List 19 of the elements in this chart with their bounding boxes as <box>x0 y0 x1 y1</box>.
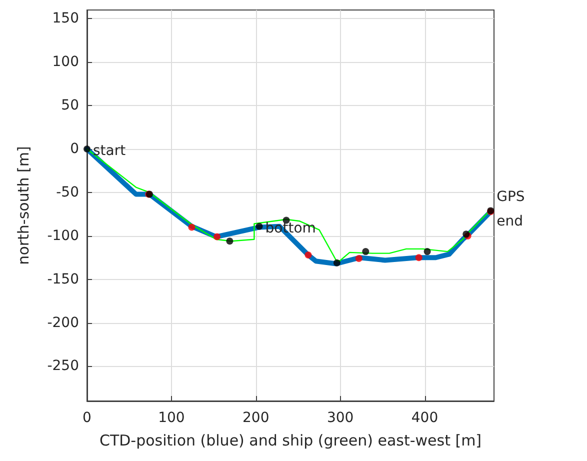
x-axis-title: CTD-position (blue) and ship (green) east-west [m] <box>99 432 482 450</box>
x-tick-label: 300 <box>326 410 354 426</box>
y-tick-label: 150 <box>52 10 79 27</box>
annotation: GPS <box>496 188 525 205</box>
y-tick-label: 0 <box>70 141 79 158</box>
y-tick-label: -50 <box>56 184 79 200</box>
annotation: start <box>93 143 126 160</box>
y-tick-label: -100 <box>47 228 79 244</box>
y-tick-label: -200 <box>47 314 79 331</box>
y-tick-label: -150 <box>47 271 79 288</box>
y-axis-title: north-south [m] <box>14 146 32 265</box>
x-tick-label: 200 <box>242 410 270 426</box>
y-tick-label: 50 <box>61 98 79 114</box>
x-tick-label: 0 <box>82 410 92 426</box>
x-tick-label: 400 <box>411 410 438 426</box>
x-tick-label: 100 <box>158 410 185 426</box>
annotation: end <box>496 214 523 230</box>
y-tick-label: -250 <box>47 358 79 374</box>
y-tick-label: 100 <box>52 54 79 70</box>
